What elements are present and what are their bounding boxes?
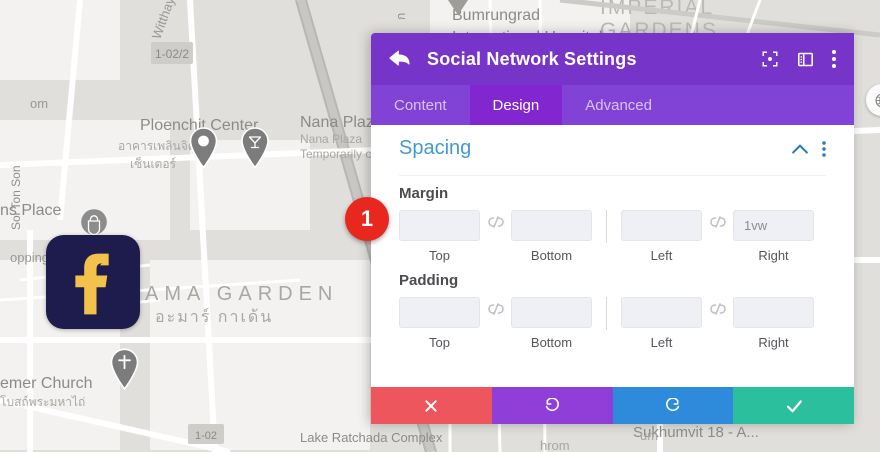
svg-text:Nana Plaza: Nana Plaza	[300, 132, 362, 146]
svg-text:AMA GARDEN: AMA GARDEN	[145, 283, 338, 305]
svg-text:เซ็นเตอร์: เซ็นเตอร์	[130, 156, 177, 171]
svg-text:โบสถ์พระมหาไถ่: โบสถ์พระมหาไถ่	[0, 395, 85, 409]
svg-text:Temporarily clo: Temporarily clo	[300, 147, 381, 161]
svg-text:ก: ก	[394, 13, 408, 20]
svg-text:um: um	[640, 428, 658, 443]
svg-text:อาคารเพลินจิต: อาคารเพลินจิต	[118, 139, 196, 153]
svg-text:Lake Ratchada Complex: Lake Ratchada Complex	[300, 430, 443, 445]
svg-text:1-02/2: 1-02/2	[155, 47, 189, 61]
svg-text:Soi Ton Son: Soi Ton Son	[9, 166, 23, 231]
svg-text:Bumrungrad: Bumrungrad	[452, 7, 540, 24]
svg-text:emer Church: emer Church	[0, 375, 92, 392]
svg-text:1-02: 1-02	[195, 430, 217, 442]
svg-text:อะมาร์ กาเด้น: อะมาร์ กาเด้น	[155, 307, 273, 326]
svg-text:hrom: hrom	[540, 438, 570, 452]
svg-text:om: om	[30, 96, 48, 111]
